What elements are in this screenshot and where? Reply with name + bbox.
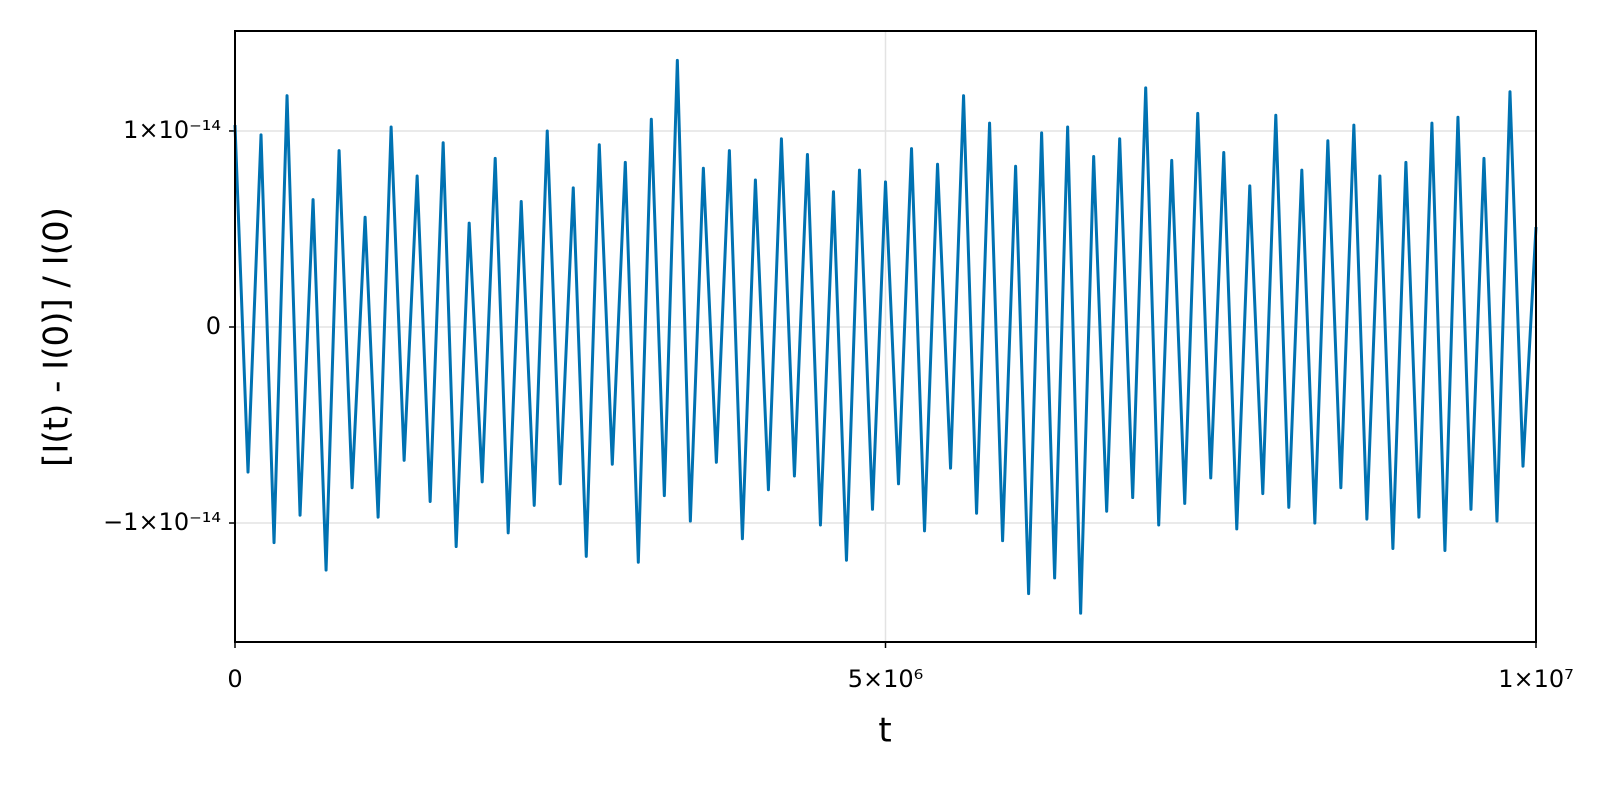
data-line — [233, 58, 1538, 615]
x-axis-label: t — [878, 711, 891, 751]
y-axis-label: [I(t) - I(0)] / I(0) — [37, 207, 77, 467]
x-tick-label: 0 — [227, 665, 242, 693]
plot-frame — [234, 30, 1537, 643]
y-tick-label: −1×10⁻¹⁴ — [103, 508, 221, 536]
x-tick-label: 5×10⁶ — [848, 665, 924, 693]
x-tick-label: 1×10⁷ — [1498, 665, 1574, 693]
y-tick-label: 1×10⁻¹⁴ — [123, 116, 221, 144]
y-tick-label: 0 — [206, 312, 221, 340]
